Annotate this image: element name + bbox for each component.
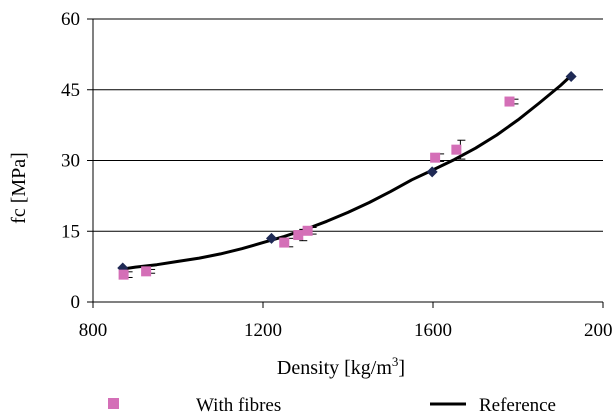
y-tick-label: 0: [71, 292, 81, 313]
reference-curve-group: [122, 74, 573, 271]
y-tick-label: 15: [61, 221, 80, 242]
x-tick-label: 2000: [584, 320, 612, 341]
gridlines: [93, 18, 603, 232]
x-tick-label: 800: [79, 320, 108, 341]
y-axis-title: fc [MPa]: [8, 152, 30, 224]
legend-marker-with-fibres: [108, 398, 119, 409]
legend: With fibres Reference: [108, 395, 556, 416]
x-tick-label: 1200: [244, 320, 282, 341]
y-tick-label: 60: [61, 9, 80, 30]
with-fibres-point-1: [141, 266, 152, 277]
legend-label-reference: Reference: [479, 395, 556, 416]
y-tick-label: 30: [61, 151, 80, 172]
y-tick-label: 45: [61, 80, 80, 101]
reference-point-2: [426, 166, 438, 178]
tick-labels: 0 15 30 45 60 800 1200 1600 2000: [61, 9, 612, 341]
x-axis-title: Density [kg/m3]: [277, 354, 405, 379]
data-marks: [117, 71, 577, 280]
with-fibres-point-7: [504, 96, 515, 107]
reference-point-3: [565, 71, 577, 83]
x-tick-label: 1600: [414, 320, 452, 341]
legend-label-with-fibres: With fibres: [196, 395, 281, 416]
with-fibres-point-5: [430, 152, 441, 163]
reference-point-1: [266, 232, 277, 244]
axes: [87, 18, 604, 308]
with-fibres-point-3: [293, 230, 304, 241]
with-fibres-point-6: [451, 144, 462, 155]
with-fibres-point-2: [279, 237, 290, 248]
with-fibres-point-4: [302, 225, 313, 236]
with-fibres-point-0: [118, 269, 129, 280]
reference-curve: [122, 74, 573, 271]
